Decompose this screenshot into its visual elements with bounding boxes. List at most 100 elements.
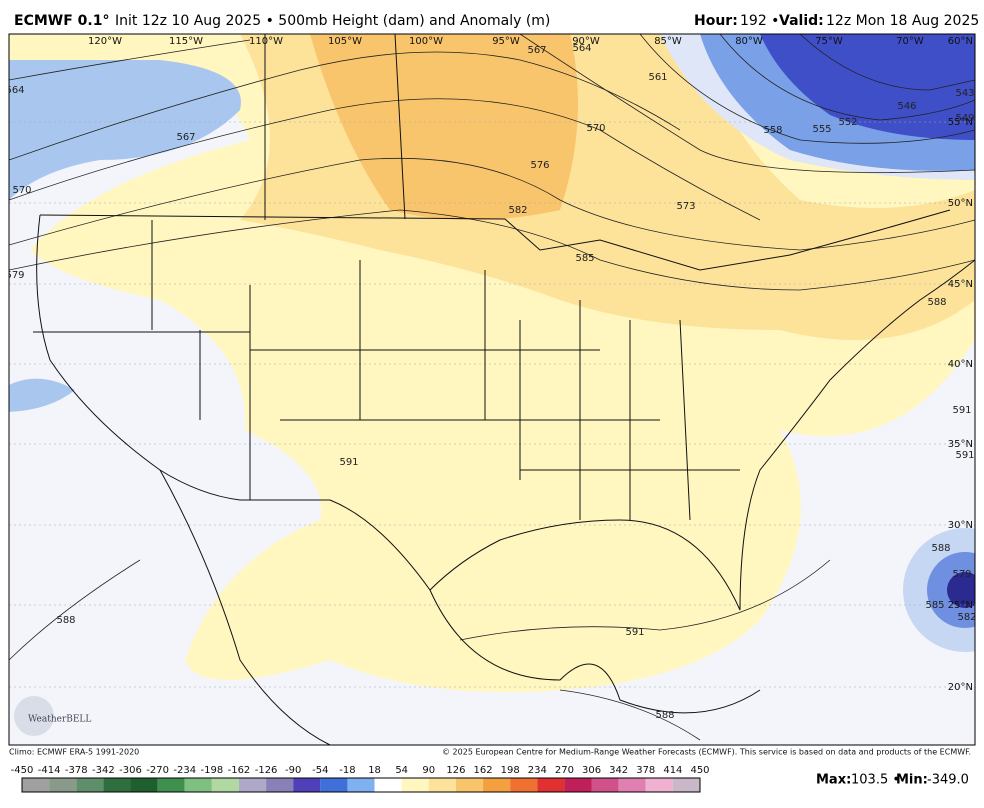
contour-label: 567 (527, 45, 546, 56)
latitude-label: 20°N (948, 682, 973, 693)
colorbar-label: 378 (636, 765, 655, 776)
colorbar-label: -234 (173, 765, 196, 776)
contour-label: 546 (897, 101, 916, 112)
map-frame (8, 33, 976, 746)
longitude-label: 75°W (815, 36, 843, 47)
colorbar-label: 126 (446, 765, 465, 776)
colorbar-swatch (672, 778, 700, 792)
colorbar-swatch (428, 778, 456, 792)
west-negative-2 (9, 378, 75, 412)
longitude-label: 80°W (735, 36, 763, 47)
longitude-label: 90°W (572, 36, 600, 47)
colorbar-swatch (103, 778, 131, 792)
colorbar-label: -126 (255, 765, 278, 776)
colorbar-swatch (537, 778, 565, 792)
colorbar-swatch (76, 778, 104, 792)
colorbar-swatch (455, 778, 484, 792)
contour-label: 570 (12, 185, 31, 196)
contour-label: 591 (955, 450, 974, 461)
min-label: Min: (896, 773, 928, 788)
colorbar-label: 270 (555, 765, 574, 776)
colorbar-swatch (184, 778, 212, 792)
colorbar-swatch (211, 778, 239, 792)
colorbar-label: -198 (200, 765, 223, 776)
hurricane-core (947, 572, 975, 608)
contour-label: 552 (838, 117, 857, 128)
contour-label: 582 (508, 205, 527, 216)
colorbar-swatch (238, 778, 267, 792)
contour-label: 561 (648, 72, 667, 83)
contour-label: 579 (5, 270, 24, 281)
contour-label: 591 (339, 457, 358, 468)
contour-label: 564 (572, 43, 591, 54)
colorbar-swatch (130, 778, 158, 792)
contour-label: 567 (176, 132, 195, 143)
hour: 192 • (740, 13, 779, 29)
colorbar-label: -270 (146, 765, 169, 776)
latitude-label: 50°N (948, 198, 973, 209)
latitude-label: 60°N (948, 36, 973, 47)
colorbar-swatch (49, 778, 77, 792)
colorbar-swatch (320, 778, 348, 792)
colorbar-label: 18 (368, 765, 381, 776)
contour-label: 570 (586, 123, 605, 134)
contour-label: 591 (952, 405, 971, 416)
longitude-label: 70°W (896, 36, 924, 47)
logo-icon (14, 696, 54, 736)
model: ECMWF 0.1° (14, 13, 109, 29)
longitude-label: 120°W (88, 36, 122, 47)
max-anomaly (310, 34, 578, 220)
logo: WeatherBELL (28, 715, 91, 725)
contour-label: 558 (763, 125, 782, 136)
contour-label: 588 (56, 615, 75, 626)
colorbar-swatch (401, 778, 429, 792)
colorbar-swatch (510, 778, 538, 792)
colorbar-label: -414 (38, 765, 61, 776)
colorbar-label: -90 (285, 765, 301, 776)
colorbar-label: -378 (65, 765, 88, 776)
colorbar-swatch (591, 778, 619, 792)
max: 103.5 • (851, 773, 900, 788)
latitude-labels: 60°N 55°N 50°N 45°N 40°N 35°N 30°N 25°N 20°N (948, 36, 973, 693)
contour-label: 582 (957, 612, 976, 623)
contour-label: 576 (530, 160, 549, 171)
colorbar-label: -342 (92, 765, 115, 776)
max-label: Max: (816, 773, 851, 788)
colorbar-label: -450 (11, 765, 34, 776)
min: -349.0 (927, 773, 969, 788)
latitude-label: 45°N (948, 279, 973, 290)
map: 120°W 115°W 110°W 105°W 100°W 95°W 90°W 85°W 80°… (5, 34, 976, 745)
climo: Climo: ECMWF ERA-5 1991-2020 (9, 748, 139, 757)
contour-label: 588 (927, 297, 946, 308)
longitude-label: 110°W (249, 36, 283, 47)
contour-label: 573 (676, 201, 695, 212)
west-negative (9, 60, 241, 200)
colorbar-swatch (564, 778, 592, 792)
colorbar-swatch (157, 778, 185, 792)
colorbar-label: 342 (609, 765, 628, 776)
latitude-label: 25°N (948, 600, 973, 611)
longitude-label: 85°W (654, 36, 682, 47)
colorbar: -450 -414 -378 -342 -306 -270 -234 -198 -162 -126… (11, 765, 710, 793)
longitude-label: 105°W (328, 36, 362, 47)
colorbar-label: 162 (473, 765, 492, 776)
colorbar-swatch (22, 778, 50, 792)
longitude-label: 115°W (169, 36, 203, 47)
boundaries (33, 34, 975, 745)
latitude-label: 55°N (948, 117, 973, 128)
colorbar-label: 450 (690, 765, 709, 776)
longitude-label: 100°W (409, 36, 443, 47)
height-contours (9, 34, 975, 741)
contour-label: 591 (625, 627, 644, 638)
colorbar-label: -54 (312, 765, 328, 776)
colorbar-label: 306 (582, 765, 601, 776)
colorbar-swatch (293, 778, 321, 792)
low-center (760, 34, 975, 140)
valid: 12z Mon 18 Aug 2025 (826, 13, 979, 29)
contour-label: 588 (931, 543, 950, 554)
latitude-label: 30°N (948, 520, 973, 531)
colorbar-label: 54 (395, 765, 408, 776)
colorbar-swatch (266, 778, 294, 792)
colorbar-label: -18 (339, 765, 355, 776)
